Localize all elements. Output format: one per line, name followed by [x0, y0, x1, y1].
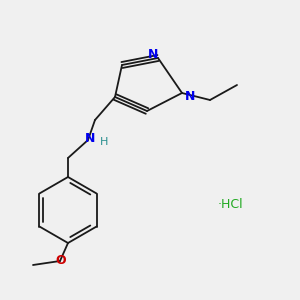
Text: N: N	[148, 49, 158, 62]
Text: N: N	[85, 131, 95, 145]
Text: H: H	[100, 137, 108, 147]
Text: ·HCl: ·HCl	[217, 199, 243, 212]
Text: N: N	[185, 89, 195, 103]
Text: O: O	[56, 254, 66, 266]
